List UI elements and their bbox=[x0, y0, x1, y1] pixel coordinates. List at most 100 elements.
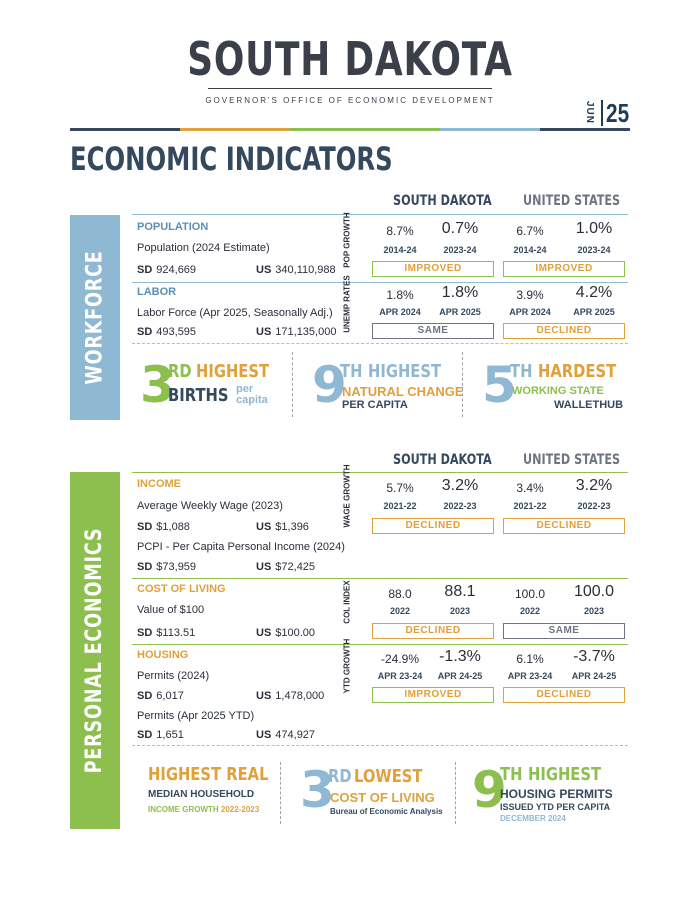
col-rank-suffix: RD bbox=[328, 766, 352, 787]
income-us-status: DECLINED bbox=[503, 518, 625, 534]
issue-date: JUN 25 bbox=[584, 98, 635, 128]
labor-us: US 171,135,000 bbox=[256, 326, 336, 338]
population-sd-value: 924,669 bbox=[156, 264, 197, 276]
cost-us: US $100.00 bbox=[256, 627, 315, 639]
income-heading: INCOME bbox=[137, 478, 181, 490]
us-label: US bbox=[256, 729, 272, 741]
income-desc: Average Weekly Wage (2023) bbox=[137, 500, 283, 512]
cost-desc: Value of $100 bbox=[137, 604, 205, 616]
labor-sd-y1: APR 2024 bbox=[379, 307, 421, 317]
permits-line2: HOUSING PERMITS bbox=[500, 787, 613, 801]
income-us-v2: 3.2% bbox=[575, 477, 613, 494]
header-subtitle: GOVERNOR'S OFFICE OF ECONOMIC DEVELOPMEN… bbox=[205, 96, 495, 105]
us-label: US bbox=[256, 326, 272, 338]
permits-line3: ISSUED YTD PER CAPITA bbox=[500, 802, 611, 812]
sd-label: SD bbox=[137, 690, 153, 702]
pop-us-v1: 6.7% bbox=[516, 224, 544, 238]
col-line1: LOWEST bbox=[354, 766, 423, 787]
income-sd-v2: 3.2% bbox=[441, 477, 479, 494]
pop-sd-v1: 8.7% bbox=[386, 224, 414, 238]
pop-us-y1: 2014-24 bbox=[513, 245, 547, 255]
labor-us-y1: APR 2024 bbox=[509, 307, 551, 317]
pcpi-sd: SD $73,959 bbox=[137, 561, 196, 573]
us-label: US bbox=[256, 627, 272, 639]
permits-line4: DECEMBER 2024 bbox=[500, 814, 566, 823]
labor-sd-value: 493,595 bbox=[156, 326, 197, 338]
col-index-label: COL INDEX bbox=[342, 580, 352, 624]
natchange-line2: NATURAL CHANGE bbox=[342, 384, 464, 399]
housing-sd-status: IMPROVED bbox=[372, 687, 494, 703]
cost-sd: SD $113.51 bbox=[137, 627, 195, 639]
hhi-line3-years: 2022-2023 bbox=[220, 805, 260, 814]
highlight-divider bbox=[462, 352, 463, 417]
pop-sd-y2: 2023-24 bbox=[443, 245, 477, 255]
highlight-household-income: HIGHEST REAL MEDIAN HOUSEHOLD INCOME GRO… bbox=[145, 765, 275, 825]
highlight-natural-change: 9 TH HIGHEST NATURAL CHANGE PER CAPITA bbox=[312, 356, 464, 418]
hhi-line1: HIGHEST REAL bbox=[148, 764, 269, 785]
natchange-rank-suffix: TH bbox=[340, 361, 363, 382]
workforce-sidebar: WORKFORCE bbox=[70, 215, 120, 420]
cost-sd-status: DECLINED bbox=[372, 623, 494, 639]
housing-us: US 1,478,000 bbox=[256, 690, 324, 702]
housing-desc: Permits (2024) bbox=[137, 670, 210, 682]
pcpi-us-value: $72,425 bbox=[275, 561, 316, 573]
workforce-label: WORKFORCE bbox=[82, 250, 108, 385]
housing-sd: SD 6,017 bbox=[137, 690, 184, 702]
natchange-line3: PER CAPITA bbox=[342, 399, 408, 411]
natchange-rank-number: 9 bbox=[312, 356, 347, 414]
workforce-col-us: UNITED STATES bbox=[523, 193, 621, 209]
labor-sd-status: SAME bbox=[372, 323, 494, 339]
cost-us-y2: 2023 bbox=[583, 606, 605, 616]
labor-sd-v2: 1.8% bbox=[441, 284, 479, 301]
hardest-line2: WORKING STATE bbox=[512, 385, 604, 397]
hardest-line3: WALLETHUB bbox=[554, 399, 624, 411]
highlight-housing-permits: 9 TH HIGHEST HOUSING PERMITS ISSUED YTD … bbox=[472, 763, 632, 827]
issue-separator bbox=[601, 100, 603, 126]
labor-us-v1: 3.9% bbox=[516, 288, 544, 302]
labor-desc: Labor Force (Apr 2025, Seasonally Adj.) bbox=[137, 307, 333, 319]
pop-us-y2: 2023-24 bbox=[577, 245, 611, 255]
cost-us-v1: 100.0 bbox=[514, 587, 546, 601]
housing-sd-v2: -1.3% bbox=[439, 648, 481, 665]
births-rank-suffix: RD bbox=[168, 361, 192, 382]
income-sd-y2: 2022-23 bbox=[443, 501, 477, 511]
population-sd: SD 924,669 bbox=[137, 264, 196, 276]
labor-us-y2: APR 2025 bbox=[573, 307, 615, 317]
natchange-line1: HIGHEST bbox=[368, 361, 442, 382]
income-us-y1: 2021-22 bbox=[513, 501, 547, 511]
labor-us-v2: 4.2% bbox=[575, 284, 613, 301]
personal-top-rule bbox=[132, 472, 628, 473]
hardest-rank-suffix: TH bbox=[510, 361, 533, 382]
births-line3: per capita bbox=[236, 383, 268, 406]
personal-rule-1 bbox=[132, 578, 628, 579]
pcpi-desc: PCPI - Per Capita Personal Income (2024) bbox=[137, 541, 345, 553]
personal-bottom-rule bbox=[132, 745, 628, 746]
labor-us-value: 171,135,000 bbox=[275, 326, 337, 338]
population-heading: POPULATION bbox=[137, 221, 209, 233]
permits-rank-number: 9 bbox=[472, 761, 507, 819]
permits-line1: HIGHEST bbox=[528, 764, 602, 785]
housing-us-value: 1,478,000 bbox=[275, 690, 325, 702]
permits-ytd-us-value: 474,927 bbox=[275, 729, 316, 741]
col-line2: COST OF LIVING bbox=[330, 790, 435, 805]
cost-sd-y2: 2023 bbox=[449, 606, 471, 616]
hhi-line2: MEDIAN HOUSEHOLD bbox=[148, 789, 255, 800]
highlight-divider bbox=[455, 762, 456, 824]
us-label: US bbox=[256, 561, 272, 573]
personal-col-sd: SOUTH DAKOTA bbox=[393, 452, 492, 468]
sd-label: SD bbox=[137, 627, 153, 639]
housing-sd-y1: APR 23-24 bbox=[377, 671, 423, 681]
header-rule-blue bbox=[440, 128, 540, 131]
cost-sd-v1: 88.0 bbox=[388, 587, 412, 601]
births-line1: HIGHEST bbox=[196, 361, 270, 382]
population-us-value: 340,110,988 bbox=[275, 264, 336, 276]
pop-sd-y1: 2014-24 bbox=[383, 245, 417, 255]
hhi-line3: INCOME GROWTH 2022-2023 bbox=[148, 805, 259, 814]
income-sd-v1: 5.7% bbox=[386, 481, 414, 495]
pop-sd-status: IMPROVED bbox=[372, 261, 494, 277]
sd-label: SD bbox=[137, 521, 153, 533]
housing-us-y2: APR 24-25 bbox=[571, 671, 617, 681]
workforce-bottom-rule bbox=[132, 343, 628, 344]
highlight-hardest-working: 5 TH HARDEST WORKING STATE WALLETHUB bbox=[482, 358, 632, 418]
sd-label: SD bbox=[137, 264, 153, 276]
